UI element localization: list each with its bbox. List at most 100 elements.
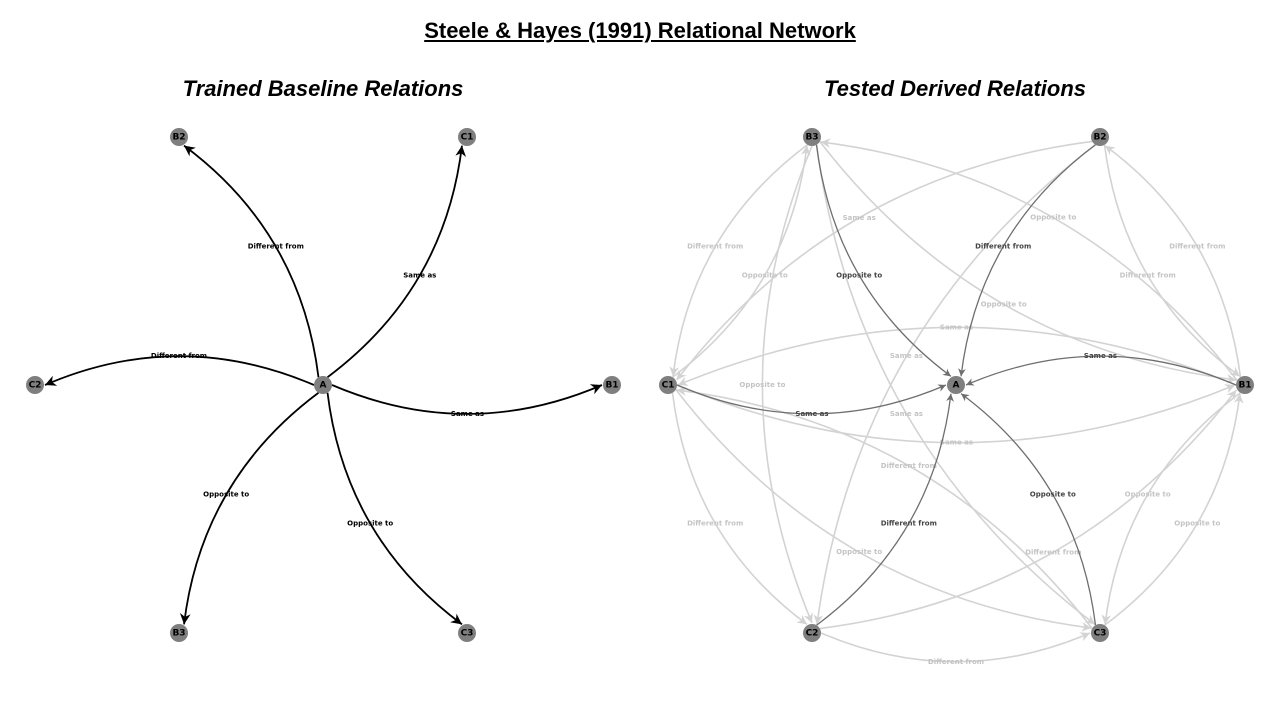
derived-edge-17-c1-b3 <box>672 145 811 378</box>
derived-edge-4-c2-a-label: Different from <box>881 519 937 527</box>
derived-edge-10-b3-c3 <box>815 144 1096 625</box>
left-node-a-label: A <box>320 381 327 391</box>
derived-edge-5-c3-a-label: Opposite to <box>1030 491 1076 499</box>
right-node-c3-circle <box>1091 624 1109 642</box>
left-node-b2-circle <box>170 128 188 146</box>
derived-edge-9-b2-c1 <box>676 140 1093 381</box>
trained-edge-a-b1 <box>331 384 603 415</box>
trained-edge-a-c3-label: Opposite to <box>347 519 393 527</box>
trained-edge-a-c3 <box>326 392 463 626</box>
left-node-b2-label: B2 <box>172 133 185 143</box>
right-node-b1: B1 <box>1236 376 1254 394</box>
derived-edge-9-b2-c1-label: Same as <box>843 214 876 222</box>
right-node-b3-label: B3 <box>805 133 818 143</box>
derived-edge-12-b2-b1-label: Different from <box>1120 272 1176 280</box>
left-node-b1: B1 <box>603 376 621 394</box>
derived-edge-10-b3-c3-label: Same as <box>890 410 923 418</box>
derived-edge-2-b3-a <box>815 144 952 377</box>
trained-edge-a-c2 <box>44 355 315 386</box>
derived-edge-7-c1-b1 <box>676 384 1236 444</box>
right-node-c1: C1 <box>659 376 677 394</box>
derived-edge-16-b3-b1 <box>819 140 1237 384</box>
trained-edge-a-b2-label: Different from <box>248 243 304 251</box>
derived-edge-6-b1-c1 <box>677 326 1237 386</box>
derived-edge-3-c1-a-label: Same as <box>795 410 828 418</box>
right-node-b2: B2 <box>1091 128 1109 146</box>
derived-edge-1-b2-a-label: Different from <box>975 243 1031 251</box>
derived-edge-1-b2-a <box>958 144 1096 377</box>
right-node-c2: C2 <box>803 624 821 642</box>
trained-edge-a-c1 <box>326 145 467 378</box>
derived-edge-19-c3-b1 <box>1104 393 1244 626</box>
left-node-c1: C1 <box>458 128 476 146</box>
page-title: Steele & Hayes (1991) Relational Network <box>424 18 856 43</box>
right-node-c1-circle <box>659 376 677 394</box>
left-node-c3-circle <box>458 624 476 642</box>
derived-edge-12-b2-b1 <box>1103 144 1241 378</box>
trained-edge-a-b3-label: Opposite to <box>203 491 249 499</box>
derived-edge-21-c1-c3 <box>675 388 1092 632</box>
left-node-b3-label: B3 <box>172 629 185 639</box>
left-node-b3-circle <box>170 624 188 642</box>
trained-edge-a-b3 <box>179 392 320 625</box>
left-node-a-circle <box>314 376 332 394</box>
trained-edge-a-b2 <box>183 144 320 378</box>
right-node-b2-label: B2 <box>1093 133 1106 143</box>
left-node-a: A <box>314 376 332 394</box>
derived-edge-22-c3-c1-label: Different from <box>881 462 937 470</box>
derived-edge-24-c2-c3-label: Different from <box>928 658 984 666</box>
right-node-c2-label: C2 <box>806 629 819 639</box>
derived-edge-13-b3-c1-label: Different from <box>687 243 743 251</box>
right-panel-light-edges: Same as Same as Same as Same as Same as Diffe… <box>669 138 1244 666</box>
derived-edge-18-b1-c3 <box>1101 392 1241 625</box>
derived-edge-0-b1-a <box>965 355 1237 386</box>
derived-edge-3-c1-a <box>676 384 947 415</box>
trained-edge-a-b1-label: Same as <box>451 410 484 418</box>
derived-edge-17-c1-b3-label: Opposite to <box>742 271 788 279</box>
right-node-b3: B3 <box>803 128 821 146</box>
right-panel-title: Tested Derived Relations <box>823 76 1087 101</box>
right-node-b1-label: B1 <box>1238 381 1251 391</box>
derived-edge-16-b3-b1-label: Opposite to <box>981 300 1027 308</box>
left-node-c3: C3 <box>458 624 476 642</box>
left-node-c2-label: C2 <box>29 381 42 391</box>
derived-edge-14-c1-c2-label: Different from <box>687 519 743 527</box>
left-node-c3-label: C3 <box>461 629 474 639</box>
left-panel-edges: Different from Same as Different from Same … <box>44 144 603 626</box>
trained-edge-a-c1-label: Same as <box>403 271 436 279</box>
derived-edge-2-b3-a-label: Opposite to <box>836 271 882 279</box>
left-panel-title: Trained Baseline Relations <box>182 76 464 101</box>
right-node-b3-circle <box>803 128 821 146</box>
derived-edge-0-b1-a-label: Same as <box>1084 352 1117 360</box>
left-node-c1-label: C1 <box>461 133 474 143</box>
derived-edge-11-b1-b2-label: Different from <box>1169 243 1225 251</box>
right-panel-nodes: A B1 B2 B3 C1 C2 C3 <box>659 128 1254 642</box>
derived-edge-18-b1-c3-label: Opposite to <box>1125 491 1171 499</box>
right-node-b1-circle <box>1236 376 1254 394</box>
derived-edge-23-c2-b1 <box>819 389 1237 630</box>
derived-edge-20-b3-c2 <box>761 145 813 624</box>
derived-edge-15-b1-b3 <box>820 138 1238 382</box>
derived-edge-8-b2-c2-label: Same as <box>890 352 923 360</box>
right-panel-dark-edges: Same as Different from Opposite to Same as D… <box>676 144 1237 626</box>
right-node-c3-label: C3 <box>1094 629 1107 639</box>
derived-edge-24-c2-c3 <box>820 632 1091 663</box>
left-node-c1-circle <box>458 128 476 146</box>
derived-edge-11-b1-b2 <box>1104 144 1242 378</box>
derived-edge-13-b3-c1 <box>669 144 808 377</box>
left-node-b1-circle <box>603 376 621 394</box>
derived-edge-8-b2-c2 <box>813 144 1096 625</box>
derived-edge-23-c2-b1-label: Different from <box>1025 548 1081 556</box>
right-node-a-circle <box>947 376 965 394</box>
left-panel-nodes: A B1 B2 B3 C1 C2 C3 <box>26 128 621 642</box>
left-node-c2: C2 <box>26 376 44 394</box>
derived-edge-22-c3-c1 <box>676 386 1093 630</box>
derived-edge-19-c3-b1-label: Opposite to <box>1174 520 1220 528</box>
derived-edge-4-c2-a <box>816 393 954 626</box>
right-node-c1-label: C1 <box>662 381 675 391</box>
derived-edge-14-c1-c2 <box>671 392 808 625</box>
derived-edge-5-c3-a <box>960 393 1097 626</box>
right-node-c2-circle <box>803 624 821 642</box>
right-node-b2-circle <box>1091 128 1109 146</box>
